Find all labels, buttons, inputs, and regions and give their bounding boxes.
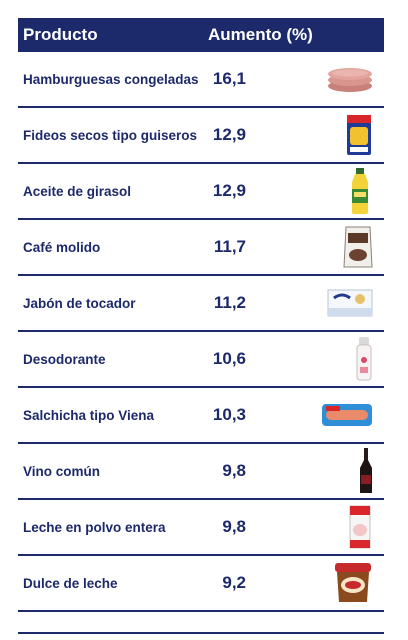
increase-value: 9,2 (222, 573, 246, 592)
pasta-package-icon (347, 115, 371, 155)
table-row: Desodorante 10,6 (18, 332, 384, 388)
header-increase: Aumento (%) (208, 25, 313, 44)
table-row: Jabón de tocador 11,2 (18, 276, 384, 332)
increase-value: 10,3 (212, 405, 246, 424)
table-row: Salchicha tipo Viena 10,3 (18, 388, 384, 444)
table-header: Producto Aumento (%) (18, 18, 384, 52)
increase-value: 10,6 (212, 349, 246, 368)
sausage-package-icon (322, 404, 372, 426)
product-name: Vino común (23, 463, 101, 479)
product-name: Dulce de leche (23, 575, 118, 591)
milk-powder-icon (349, 505, 371, 549)
product-name: Fideos secos tipo guiseros (23, 127, 198, 143)
soap-box-icon (327, 289, 373, 317)
product-name: Salchicha tipo Viena (23, 407, 155, 423)
coffee-bag-icon (343, 226, 373, 268)
increase-value: 11,7 (213, 237, 246, 256)
product-name: Hamburguesas congeladas (23, 71, 199, 87)
header-product: Producto (23, 25, 98, 44)
table-row: Hamburguesas congeladas 16,1 (18, 52, 384, 108)
table-row: Vino común 9,8 (18, 444, 384, 500)
product-name: Aceite de girasol (23, 183, 132, 199)
table-bottom-rule (18, 632, 384, 634)
product-name: Café molido (23, 239, 101, 255)
increase-value: 12,9 (212, 125, 246, 144)
oil-bottle-icon (352, 168, 368, 214)
dulce-jar-icon (335, 563, 371, 602)
wine-bottle-icon (360, 448, 372, 493)
table-row: Aceite de girasol 12,9 (18, 164, 384, 220)
table-row: Café molido 11,7 (18, 220, 384, 276)
deodorant-icon (356, 337, 372, 381)
price-increase-table: Producto Aumento (%) Hamburguesas congel… (18, 18, 384, 634)
table-row: Leche en polvo entera 9,8 (18, 500, 384, 556)
increase-value: 9,8 (222, 461, 246, 480)
product-name: Leche en polvo entera (23, 519, 166, 535)
increase-value: 16,1 (212, 69, 246, 88)
increase-value: 9,8 (222, 517, 246, 536)
table-row: Dulce de leche 9,2 (18, 556, 384, 612)
product-name: Jabón de tocador (23, 295, 136, 311)
hamburger-patties-icon (328, 68, 372, 92)
increase-value: 12,9 (212, 181, 246, 200)
table-row: Fideos secos tipo guiseros 12,9 (18, 108, 384, 164)
increase-value: 11,2 (213, 293, 246, 312)
product-name: Desodorante (23, 351, 106, 367)
